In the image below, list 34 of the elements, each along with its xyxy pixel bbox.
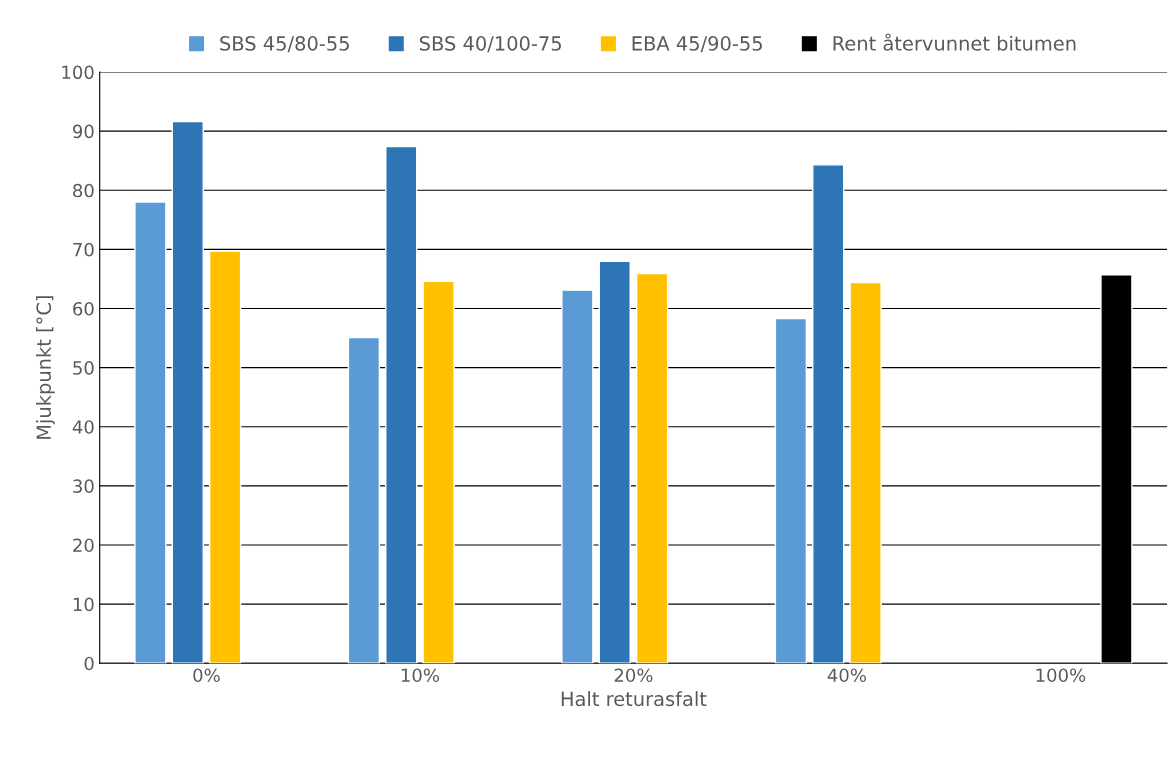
y-tick-label: 30 [73, 479, 94, 493]
bar [774, 317, 808, 664]
x-tick-label: 40% [827, 668, 866, 683]
bar [347, 336, 381, 664]
legend-label: SBS 40/100-75 [419, 36, 561, 53]
y-tick-label: 50 [73, 361, 94, 375]
bar [171, 120, 204, 664]
y-tick-label: 80 [73, 183, 94, 198]
bar [208, 250, 242, 664]
bar [422, 280, 455, 664]
bar [385, 145, 418, 664]
x-tick-label: 10% [401, 668, 439, 683]
bar [812, 164, 845, 664]
y-tick-label: 40 [72, 420, 94, 434]
y-tick-label: 0 [84, 656, 94, 671]
x-axis-title: Halt returasfalt [561, 691, 707, 707]
legend-label: SBS 45/80-55 [220, 36, 349, 53]
y-tick-label: 90 [73, 124, 94, 139]
y-axis-title: Mjukpunkt [°C] [36, 296, 55, 439]
legend-label: EBA 45/90-55 [632, 36, 762, 53]
legend-label: Rent återvunnet bitumen [833, 33, 1076, 51]
bar [561, 289, 594, 664]
bar [635, 272, 669, 664]
bar [598, 260, 631, 664]
y-tick-label: 60 [73, 301, 94, 316]
y-tick-label: 20 [73, 538, 94, 553]
y-tick-label: 100 [62, 65, 94, 80]
x-tick-label: 20% [614, 668, 653, 683]
x-tick-label: 100% [1036, 668, 1086, 683]
x-tick-label: 0% [193, 668, 220, 683]
y-tick-label: 10 [73, 597, 94, 612]
y-tick-label: 70 [73, 242, 94, 257]
bar [849, 281, 882, 664]
bar [134, 201, 167, 664]
